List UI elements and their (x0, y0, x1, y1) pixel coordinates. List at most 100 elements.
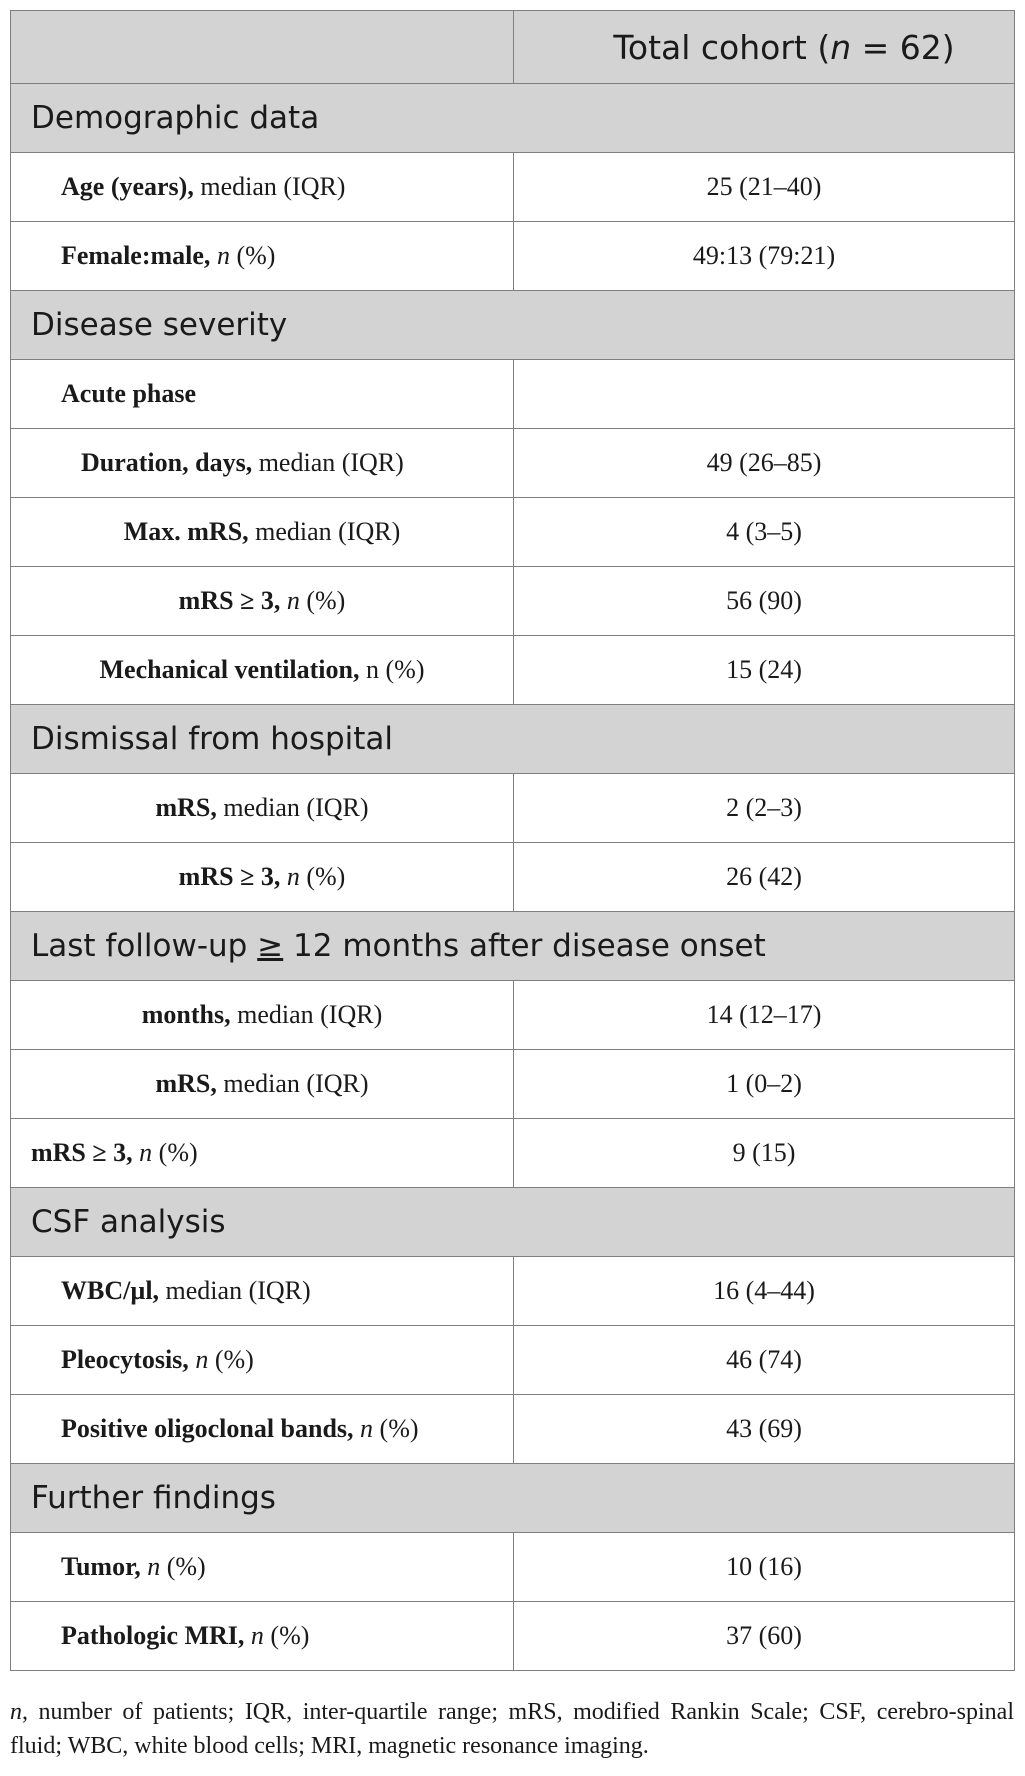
row-label: mRS ≥ 3, n (%) (10, 566, 514, 636)
row-label-n: n (147, 1552, 161, 1581)
row-label-n: n (139, 1138, 153, 1167)
row-label-bold: mRS ≥ 3, (31, 1138, 133, 1167)
row-label: mRS, median (IQR) (10, 773, 514, 843)
row-label: Age (years), median (IQR) (10, 152, 514, 222)
row-label: Pathologic MRI, n (%) (10, 1601, 514, 1671)
table-row: Pathologic MRI, n (%) 37 (60) (10, 1601, 1015, 1671)
row-label-n: n (360, 1414, 374, 1443)
table-row: Tumor, n (%) 10 (16) (10, 1532, 1015, 1602)
row-value: 37 (60) (513, 1601, 1015, 1671)
section-title-suffix: 12 months after disease onset (283, 928, 766, 964)
section-row-demographic: Demographic data (10, 83, 1015, 153)
row-label: mRS, median (IQR) (10, 1049, 514, 1119)
row-label-bold: Duration, days, (81, 448, 253, 477)
row-label-normal: median (IQR) (252, 448, 404, 477)
row-label-bold: Tumor, (61, 1552, 141, 1581)
section-title: Demographic data (10, 83, 1015, 153)
row-label-bold: Positive oligoclonal bands, (61, 1414, 354, 1443)
cohort-table-container: Total cohort (n = 62) Demographic data A… (10, 10, 1015, 1671)
row-label-normal: (%) (208, 1345, 254, 1374)
row-label: Max. mRS, median (IQR) (10, 497, 514, 567)
row-label-normal: median (IQR) (159, 1276, 311, 1305)
row-label-bold: Acute phase (61, 379, 197, 408)
section-row-csf-analysis: CSF analysis (10, 1187, 1015, 1257)
row-label-bold: mRS, (155, 1069, 217, 1098)
row-label: WBC/µl, median (IQR) (10, 1256, 514, 1326)
table-row: Female:male, n (%) 49:13 (79:21) (10, 221, 1015, 291)
cohort-table: Total cohort (n = 62) Demographic data A… (10, 10, 1015, 1671)
row-label-normal: (%) (229, 241, 276, 270)
row-value: 49 (26–85) (513, 428, 1015, 498)
row-label-normal: (%) (263, 1621, 310, 1650)
row-value: 1 (0–2) (513, 1049, 1015, 1119)
row-label-n: n (250, 1621, 264, 1650)
row-label-bold: Age (years), (61, 172, 194, 201)
row-label-normal: median (IQR) (216, 1069, 369, 1098)
row-label-normal: n (%) (359, 655, 425, 684)
row-label-normal: median (IQR) (248, 517, 401, 546)
row-value: 43 (69) (513, 1394, 1015, 1464)
row-value: 49:13 (79:21) (513, 221, 1015, 291)
row-label-n: n (195, 1345, 209, 1374)
table-row: mRS ≥ 3, n (%) 9 (15) (10, 1118, 1015, 1188)
header-suffix: = 62) (851, 27, 955, 67)
section-row-last-follow-up: Last follow-up ≥ 12 months after disease… (10, 911, 1015, 981)
section-row-dismissal: Dismissal from hospital (10, 704, 1015, 774)
table-row: WBC/µl, median (IQR) 16 (4–44) (10, 1256, 1015, 1326)
row-label-normal: (%) (299, 586, 346, 615)
table-row: Acute phase (10, 359, 1015, 429)
row-label-normal: median (IQR) (193, 172, 346, 201)
table-header-row: Total cohort (n = 62) (10, 10, 1015, 84)
table-row: Positive oligoclonal bands, n (%) 43 (69… (10, 1394, 1015, 1464)
section-title: CSF analysis (10, 1187, 1015, 1257)
footnote-n-symbol: n (10, 1699, 22, 1725)
row-value: 26 (42) (513, 842, 1015, 912)
section-row-further-findings: Further findings (10, 1463, 1015, 1533)
table-row: Pleocytosis, n (%) 46 (74) (10, 1325, 1015, 1395)
row-label: Positive oligoclonal bands, n (%) (10, 1394, 514, 1464)
section-title: Last follow-up ≥ 12 months after disease… (10, 911, 1015, 981)
row-label-bold: mRS ≥ 3, (178, 586, 281, 615)
row-label: Female:male, n (%) (10, 221, 514, 291)
row-label: Tumor, n (%) (10, 1532, 514, 1602)
table-row: mRS, median (IQR) 1 (0–2) (10, 1049, 1015, 1119)
row-label: months, median (IQR) (10, 980, 514, 1050)
row-label-bold: months, (141, 1000, 231, 1029)
row-value: 2 (2–3) (513, 773, 1015, 843)
row-value: 16 (4–44) (513, 1256, 1015, 1326)
header-empty-cell (10, 10, 514, 84)
row-label-normal: (%) (299, 862, 346, 891)
table-row: mRS ≥ 3, n (%) 56 (90) (10, 566, 1015, 636)
row-value: 15 (24) (513, 635, 1015, 705)
row-value: 10 (16) (513, 1532, 1015, 1602)
table-row: Mechanical ventilation, n (%) 15 (24) (10, 635, 1015, 705)
row-value: 14 (12–17) (513, 980, 1015, 1050)
row-value: 9 (15) (513, 1118, 1015, 1188)
row-value: 25 (21–40) (513, 152, 1015, 222)
row-label-bold: Mechanical ventilation, (99, 655, 360, 684)
row-label: Pleocytosis, n (%) (10, 1325, 514, 1395)
row-value: 4 (3–5) (513, 497, 1015, 567)
section-title: Dismissal from hospital (10, 704, 1015, 774)
header-prefix: Total cohort ( (613, 27, 831, 67)
row-label-bold: Pathologic MRI, (61, 1621, 245, 1650)
table-row: mRS, median (IQR) 2 (2–3) (10, 773, 1015, 843)
row-label: Duration, days, median (IQR) (10, 428, 514, 498)
section-title: Disease severity (10, 290, 1015, 360)
row-label: mRS ≥ 3, n (%) (10, 842, 514, 912)
row-value (513, 359, 1015, 429)
row-label-normal: (%) (373, 1414, 419, 1443)
row-label-normal: median (IQR) (230, 1000, 383, 1029)
row-label-n: n (286, 862, 300, 891)
row-label: Acute phase (10, 359, 514, 429)
row-label-normal: (%) (160, 1552, 206, 1581)
row-label-bold: Max. mRS, (123, 517, 249, 546)
footnote-text: , number of patients; IQR, inter-quartil… (10, 1699, 1014, 1759)
row-value: 56 (90) (513, 566, 1015, 636)
section-title: Further findings (10, 1463, 1015, 1533)
header-n-symbol: n (830, 27, 852, 67)
row-value: 46 (74) (513, 1325, 1015, 1395)
table-row: Duration, days, median (IQR) 49 (26–85) (10, 428, 1015, 498)
section-title-ge: ≥ (257, 928, 284, 964)
row-label: mRS ≥ 3, n (%) (10, 1118, 514, 1188)
